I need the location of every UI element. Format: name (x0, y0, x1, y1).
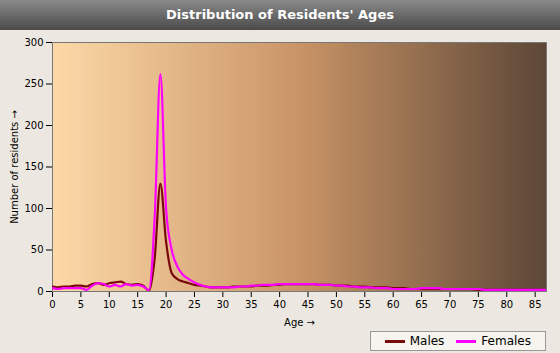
svg-text:45: 45 (302, 299, 315, 310)
svg-text:85: 85 (529, 299, 542, 310)
svg-text:Age →: Age → (284, 317, 315, 328)
html-text:Distribution of Residents' Age: Distribution of Residents' Ages (166, 7, 394, 22)
svg-text:100: 100 (24, 203, 43, 214)
svg-text:30: 30 (216, 299, 229, 310)
svg-text:300: 300 (24, 37, 43, 48)
svg-text:250: 250 (24, 78, 43, 89)
svg-text:10: 10 (103, 299, 116, 310)
html-text:Males: Males (409, 334, 445, 348)
svg-text:50: 50 (31, 244, 44, 255)
svg-text:0: 0 (49, 299, 55, 310)
svg-text:75: 75 (472, 299, 485, 310)
svg-text:5: 5 (78, 299, 84, 310)
svg-text:Number of residents →: Number of residents → (9, 110, 20, 224)
svg-text:55: 55 (358, 299, 371, 310)
svg-text:35: 35 (245, 299, 258, 310)
svg-text:40: 40 (273, 299, 286, 310)
svg-text:150: 150 (24, 161, 43, 172)
svg-text:60: 60 (387, 299, 400, 310)
svg-text:20: 20 (160, 299, 173, 310)
svg-text:15: 15 (131, 299, 144, 310)
svg-text:80: 80 (500, 299, 513, 310)
svg-text:0: 0 (37, 286, 43, 297)
svg-text:70: 70 (444, 299, 457, 310)
svg-text:25: 25 (188, 299, 201, 310)
svg-text:200: 200 (24, 120, 43, 131)
svg-text:50: 50 (330, 299, 343, 310)
svg-text:65: 65 (415, 299, 428, 310)
html-text:Females: Females (481, 334, 531, 348)
